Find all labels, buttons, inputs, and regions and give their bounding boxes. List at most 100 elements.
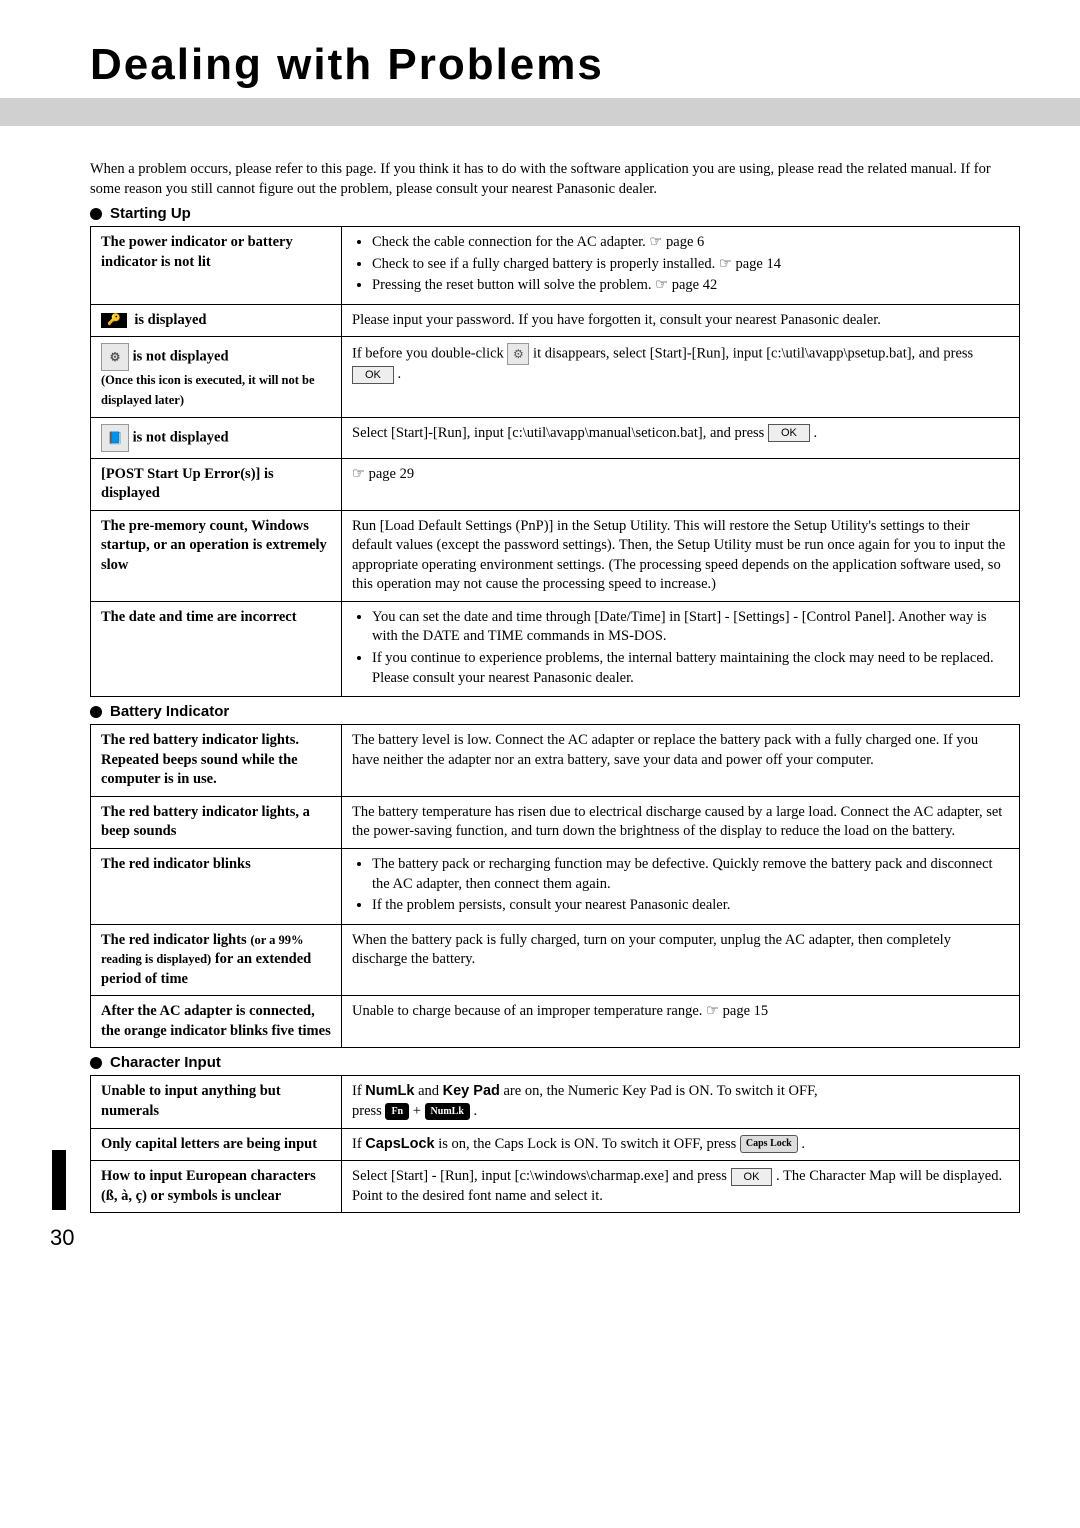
cell-left: The red battery indicator lights, a beep… <box>91 796 342 848</box>
cell-right: If NumLk and Key Pad are on, the Numeric… <box>342 1076 1020 1128</box>
table-row: 🔑 is displayed Please input your passwor… <box>91 304 1020 337</box>
text: Select [Start]-[Run], input [c:\util\ava… <box>352 425 768 441</box>
cell-right: The battery pack or recharging function … <box>342 848 1020 924</box>
left-text: is displayed <box>134 312 206 328</box>
quick-guide-icon: 📘 <box>101 424 129 452</box>
list-item: Pressing the reset button will solve the… <box>372 276 1009 296</box>
side-tab <box>52 1150 66 1210</box>
text: are on, the Numeric Key Pad is ON. To sw… <box>500 1083 818 1099</box>
cell-left: [POST Start Up Error(s)] is displayed <box>91 458 342 510</box>
list-item: You can set the date and time through [D… <box>372 608 1009 647</box>
label-keypad: Key Pad <box>443 1083 500 1099</box>
cell-right: You can set the date and time through [D… <box>342 601 1020 696</box>
cell-left: The red indicator lights (or a 99% readi… <box>91 924 342 996</box>
text: it disappears, select [Start]-[Run], inp… <box>533 346 973 362</box>
cell-left: How to input European characters (ß, à, … <box>91 1161 342 1213</box>
text: . <box>474 1103 478 1119</box>
cell-right: Check the cable connection for the AC ad… <box>342 227 1020 305</box>
table-row: After the AC adapter is connected, the o… <box>91 996 1020 1048</box>
list-item: The battery pack or recharging function … <box>372 855 1009 894</box>
section-character-input: Character Input <box>90 1054 1020 1071</box>
label-capslock: CapsLock <box>365 1136 434 1152</box>
cell-right: Select [Start]-[Run], input [c:\util\ava… <box>342 417 1020 458</box>
cell-right: Unable to charge because of an improper … <box>342 996 1020 1048</box>
cell-left: Only capital letters are being input <box>91 1128 342 1161</box>
section-label: Starting Up <box>110 205 191 222</box>
table-row: The red battery indicator lights. Repeat… <box>91 725 1020 797</box>
table-row: The date and time are incorrect You can … <box>91 601 1020 696</box>
ok-button: OK <box>768 424 810 442</box>
capslock-key-icon: Caps Lock <box>740 1135 798 1153</box>
cell-left: ⚙ is not displayed (Once this icon is ex… <box>91 337 342 417</box>
cell-left: The power indicator or battery indicator… <box>91 227 342 305</box>
cell-left: The red battery indicator lights. Repeat… <box>91 725 342 797</box>
table-row: Only capital letters are being input If … <box>91 1128 1020 1161</box>
cell-right: When the battery pack is fully charged, … <box>342 924 1020 996</box>
cell-left: The red indicator blinks <box>91 848 342 924</box>
section-label: Battery Indicator <box>110 703 229 720</box>
label-numlk: NumLk <box>365 1083 414 1099</box>
cell-left: 📘 is not displayed <box>91 417 342 458</box>
bullet-icon <box>90 1057 102 1069</box>
left-main: The red indicator lights <box>101 932 250 948</box>
cell-right: ☞ page 29 <box>342 458 1020 510</box>
cell-right: Select [Start] - [Run], input [c:\window… <box>342 1161 1020 1213</box>
table-row: The power indicator or battery indicator… <box>91 227 1020 305</box>
left-text: is not displayed <box>133 429 229 445</box>
table-row: The pre-memory count, Windows startup, o… <box>91 510 1020 601</box>
table-row: 📘 is not displayed Select [Start]-[Run],… <box>91 417 1020 458</box>
bullet-icon <box>90 208 102 220</box>
text: . <box>801 1136 805 1152</box>
list-item: If you continue to experience problems, … <box>372 649 1009 688</box>
ok-button: OK <box>731 1168 773 1186</box>
table-row: How to input European characters (ß, à, … <box>91 1161 1020 1213</box>
cell-left: Unable to input anything but numerals <box>91 1076 342 1128</box>
table-row: [POST Start Up Error(s)] is displayed ☞ … <box>91 458 1020 510</box>
cell-left: The date and time are incorrect <box>91 601 342 696</box>
cell-left: 🔑 is displayed <box>91 304 342 337</box>
table-starting-up: The power indicator or battery indicator… <box>90 226 1020 697</box>
text: press <box>352 1103 385 1119</box>
text: If <box>352 1083 365 1099</box>
text: . <box>814 425 818 441</box>
cell-right: The battery temperature has risen due to… <box>342 796 1020 848</box>
cell-right: The battery level is low. Connect the AC… <box>342 725 1020 797</box>
text: If before you double-click <box>352 346 507 362</box>
page-number: 30 <box>50 1225 1020 1251</box>
fn-key-icon: Fn <box>385 1103 409 1121</box>
text: If <box>352 1136 365 1152</box>
cell-right: If before you double-click ⚙ it disappea… <box>342 337 1020 417</box>
cell-right: Please input your password. If you have … <box>342 304 1020 337</box>
panasonic-setup-icon: ⚙ <box>507 343 529 365</box>
table-row: The red battery indicator lights, a beep… <box>91 796 1020 848</box>
left-text: is not displayed <box>133 349 229 365</box>
table-row: The red indicator blinks The battery pac… <box>91 848 1020 924</box>
cell-left: The pre-memory count, Windows startup, o… <box>91 510 342 601</box>
table-character-input: Unable to input anything but numerals If… <box>90 1075 1020 1213</box>
cell-right: Run [Load Default Settings (PnP)] in the… <box>342 510 1020 601</box>
table-battery: The red battery indicator lights. Repeat… <box>90 724 1020 1048</box>
section-label: Character Input <box>110 1054 221 1071</box>
list-item: If the problem persists, consult your ne… <box>372 896 1009 916</box>
table-row: ⚙ is not displayed (Once this icon is ex… <box>91 337 1020 417</box>
text: is on, the Caps Lock is ON. To switch it… <box>435 1136 740 1152</box>
key-icon: 🔑 <box>101 313 127 328</box>
intro-text: When a problem occurs, please refer to t… <box>90 160 1020 199</box>
page-title: Dealing with Problems <box>90 40 1020 90</box>
numlk-key-icon: NumLk <box>425 1103 470 1121</box>
ok-button: OK <box>352 366 394 384</box>
panasonic-setup-icon: ⚙ <box>101 343 129 371</box>
table-row: Unable to input anything but numerals If… <box>91 1076 1020 1128</box>
section-battery: Battery Indicator <box>90 703 1020 720</box>
bullet-icon <box>90 706 102 718</box>
list-item: Check to see if a fully charged battery … <box>372 255 1009 275</box>
text: . <box>398 366 402 382</box>
table-row: The red indicator lights (or a 99% readi… <box>91 924 1020 996</box>
section-starting-up: Starting Up <box>90 205 1020 222</box>
cell-right: If CapsLock is on, the Caps Lock is ON. … <box>342 1128 1020 1161</box>
text: Select [Start] - [Run], input [c:\window… <box>352 1168 731 1184</box>
text: and <box>414 1083 442 1099</box>
cell-left: After the AC adapter is connected, the o… <box>91 996 342 1048</box>
plus: + <box>413 1103 425 1119</box>
list-item: Check the cable connection for the AC ad… <box>372 233 1009 253</box>
